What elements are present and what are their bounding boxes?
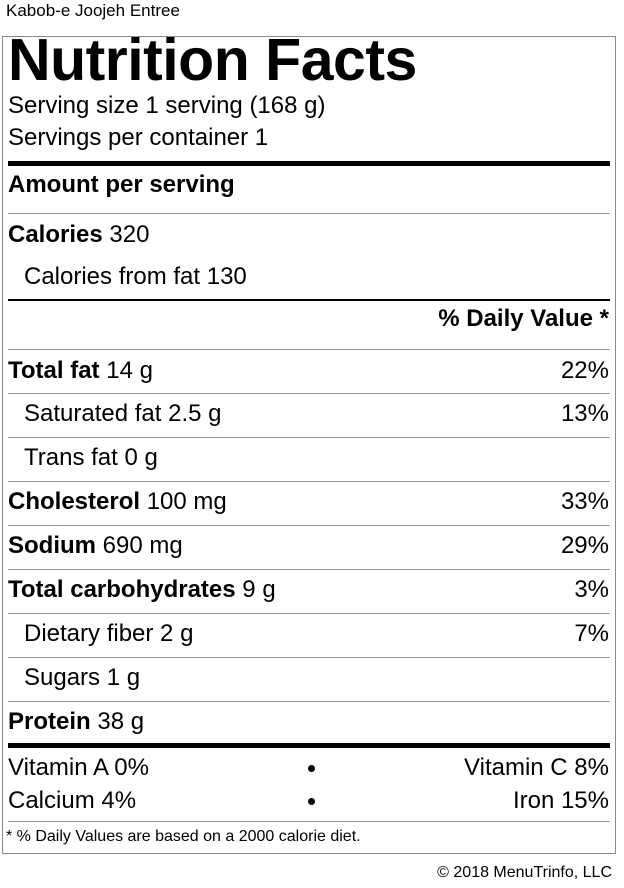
calories-row: Calories 320 [8,215,609,255]
calories-label: Calories [8,221,103,248]
nutrient-amount: 0 g [124,444,158,471]
vitamin-right: Vitamin C 8% [464,754,609,781]
nutrient-row-sugars: Sugars 1 g [8,658,609,698]
nutrient-dv: 7% [574,620,609,647]
divider [8,613,610,614]
divider [8,349,610,350]
label-title: Nutrition Facts [8,27,417,93]
nutrient-label: Saturated fat [24,400,162,427]
nutrient-label: Protein [8,708,91,735]
vitamin-row: Vitamin A 0% Vitamin C 8% [8,752,609,784]
nutrient-label: Trans fat [24,444,118,471]
divider-medium [8,299,610,301]
nutrient-label: Sodium [8,532,96,559]
daily-value-header: % Daily Value * [438,305,609,332]
calories-from-fat: Calories from fat 130 [24,263,247,290]
nutrient-amount: 100 mg [146,488,227,515]
nutrient-dv: 22% [560,357,609,384]
nutrient-label: Total carbohydrates [8,576,236,603]
copyright: © 2018 MenuTrinfo, LLC [437,864,612,881]
nutrient-row-cholesterol: Cholesterol 100 mg 33% [8,482,609,522]
nutrient-row-total-fat: Total fat 14 g 22% [8,351,609,391]
nutrient-label: Sugars [24,664,101,691]
calories-from-fat-row: Calories from fat 130 [8,257,609,297]
divider [8,821,610,822]
divider [8,657,610,658]
nutrient-row-protein: Protein 38 g [8,702,609,742]
nutrient-dv: 29% [560,532,609,559]
calories-value: 320 [109,221,150,248]
nutrient-label: Dietary fiber [24,620,154,647]
vitamin-left: Calcium 4% [8,787,137,814]
amount-per-serving-row: Amount per serving [8,165,609,205]
vitamin-right: Iron 15% [512,787,609,814]
nutrient-amount: 690 mg [102,532,183,559]
vitamin-left: Vitamin A 0% [8,754,149,781]
nutrient-amount: 9 g [242,576,276,603]
nutrient-row-trans-fat: Trans fat 0 g [8,438,609,478]
nutrient-row-saturated-fat: Saturated fat 2.5 g 13% [8,394,609,434]
nutrition-label: Nutrition Facts Serving size 1 serving (… [2,29,616,854]
daily-value-header-row: % Daily Value * [8,299,609,339]
nutrient-amount: 1 g [106,664,141,691]
nutrient-amount: 38 g [97,708,145,735]
nutrient-label: Cholesterol [8,488,141,515]
bullet-icon [308,765,315,772]
nutrient-amount: 2 g [160,620,194,647]
divider-thick [8,743,610,748]
bullet-icon [308,798,315,805]
amount-per-serving: Amount per serving [8,171,235,198]
dish-name: Kabob-e Joojeh Entree [6,1,180,20]
nutrient-row-carbohydrates: Total carbohydrates 9 g 3% [8,570,609,610]
divider [8,701,610,702]
servings-per-container: Servings per container 1 [8,124,269,151]
nutrient-row-dietary-fiber: Dietary fiber 2 g 7% [8,614,609,654]
divider [8,569,610,570]
divider [8,393,610,394]
nutrient-row-sodium: Sodium 690 mg 29% [8,526,609,566]
serving-size: Serving size 1 serving (168 g) [8,92,326,119]
divider [8,481,610,482]
footnote: * % Daily Values are based on a 2000 cal… [6,828,361,845]
divider-thick [8,161,610,166]
nutrient-dv: 33% [560,488,609,515]
nutrient-dv: 13% [560,400,609,427]
divider [8,213,610,214]
nutrient-amount: 14 g [106,357,153,384]
vitamin-row: Calcium 4% Iron 15% [8,785,609,817]
nutrient-dv: 3% [574,576,609,603]
nutrient-label: Total fat [8,357,100,384]
divider [8,525,610,526]
divider [8,437,610,438]
nutrient-amount: 2.5 g [168,400,222,427]
